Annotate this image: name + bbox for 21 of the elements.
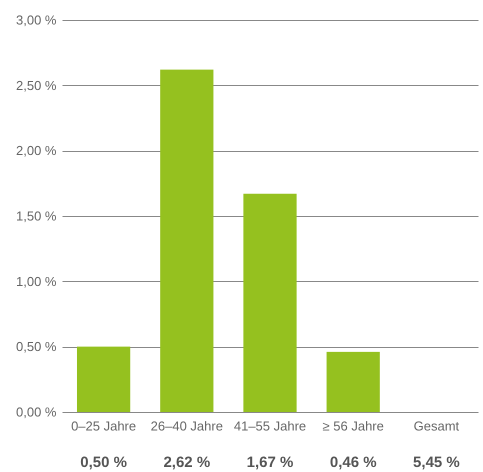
x-tick-label: Gesamt <box>414 418 460 434</box>
data-label: 0,46 % <box>330 454 377 471</box>
y-tick-label: 2,00 % <box>16 143 57 158</box>
bar <box>326 352 380 412</box>
data-label: 0,50 % <box>80 454 127 471</box>
y-tick-label: 1,00 % <box>16 274 57 289</box>
y-tick-label: 3,00 % <box>16 12 57 28</box>
data-label: 2,62 % <box>163 454 210 471</box>
y-tick-label: 0,50 % <box>16 339 57 354</box>
bar <box>243 194 297 412</box>
x-tick-label: 0–25 Jahre <box>71 418 136 434</box>
y-tick-label: 1,50 % <box>16 208 57 224</box>
x-tick-label: ≥ 56 Jahre <box>322 418 384 434</box>
data-label: 1,67 % <box>246 454 294 471</box>
y-tick-label: 0,00 % <box>16 404 57 420</box>
text: 5,45 % <box>413 454 460 471</box>
bar <box>76 346 130 412</box>
bar <box>160 70 214 412</box>
x-tick-label: 41–55 Jahre <box>234 418 306 434</box>
y-tick-label: 2,50 % <box>16 78 57 93</box>
x-tick-label: 26–40 Jahre <box>150 418 223 434</box>
